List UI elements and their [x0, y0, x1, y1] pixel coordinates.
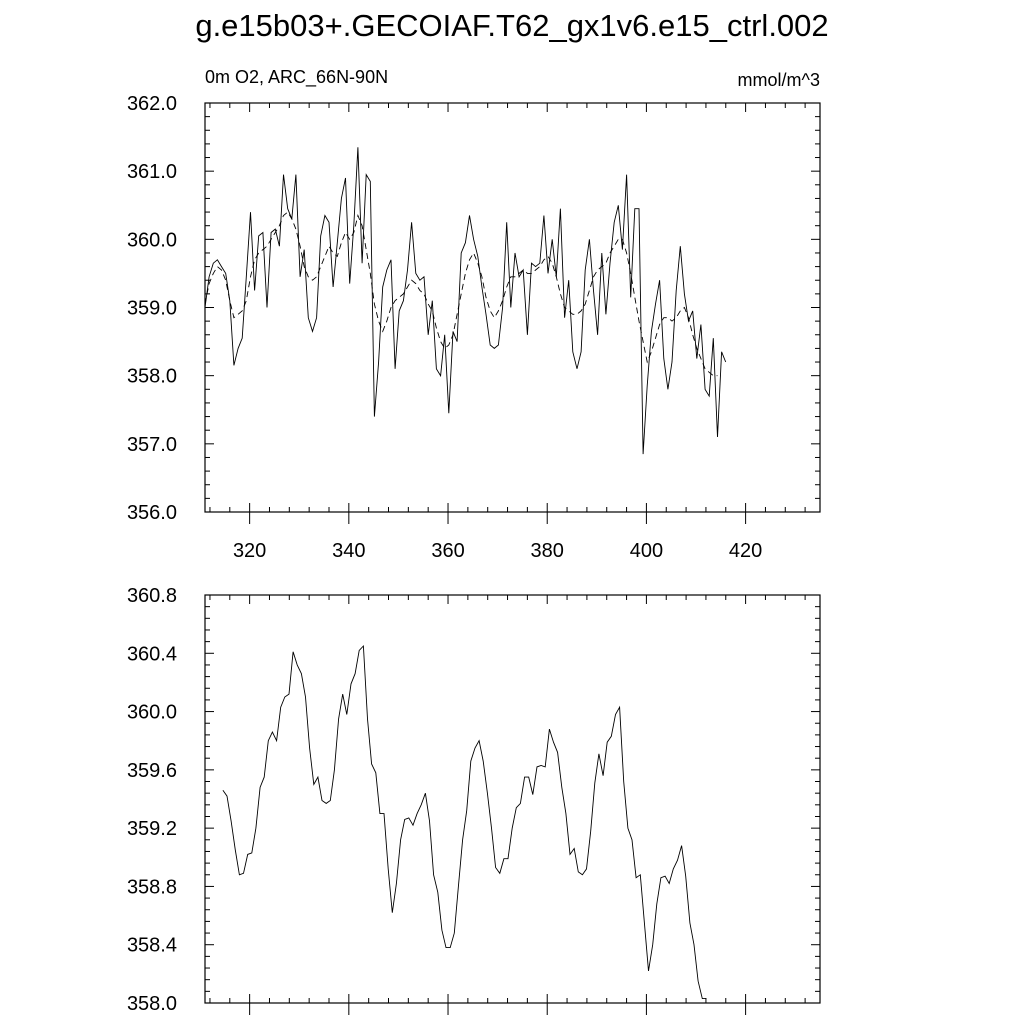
top-y-tick-label: 359.0 — [127, 298, 177, 320]
bottom-y-tick-label: 360.8 — [127, 585, 177, 607]
units-label: mmol/m^3 — [737, 70, 820, 90]
bottom-plot-frame — [204, 594, 821, 1004]
bottom-y-tick-label: 358.0 — [127, 993, 177, 1015]
top-y-tick-label: 357.0 — [127, 434, 177, 456]
top-y-tick-label: 362.0 — [127, 93, 177, 115]
bottom-y-tick-label: 359.2 — [127, 818, 177, 840]
bottom-y-tick-label: 359.6 — [127, 760, 177, 782]
chart-title: g.e15b03+.GECOIAF.T62_gx1v6.e15_ctrl.002 — [195, 8, 829, 43]
bottom-y-tick-label: 360.0 — [127, 702, 177, 724]
top-x-tick-label: 420 — [729, 540, 762, 562]
top-y-tick-label: 361.0 — [127, 161, 177, 183]
top-series-values-line — [204, 147, 727, 455]
top-x-tick-label: 320 — [233, 540, 266, 562]
top-x-tick-label: 380 — [531, 540, 564, 562]
bottom-panel: 358.0 358.4 358.8 359.2 359.6 360.0 360.4 360.8 — [127, 585, 821, 1015]
top-y-tick-label: 358.0 — [127, 366, 177, 388]
top-plot-frame — [204, 102, 821, 513]
top-series-running-mean-line — [204, 211, 718, 377]
bottom-y-tick-label: 358.4 — [127, 935, 177, 957]
top-y-tick-label: 360.0 — [127, 229, 177, 251]
top-x-tick-label: 400 — [630, 540, 663, 562]
top-y-tick-label: 356.0 — [127, 502, 177, 524]
bottom-y-tick-label: 360.4 — [127, 643, 177, 665]
top-x-tick-label: 360 — [431, 540, 464, 562]
variable-region-label: 0m O2, ARC_66N-90N — [205, 67, 389, 87]
bottom-y-tick-label: 358.8 — [127, 876, 177, 898]
bottom-series-values-line — [222, 644, 707, 1000]
top-x-tick-label: 340 — [332, 540, 365, 562]
top-panel: 356.0 357.0 358.0 359.0 360.0 361.0 362.0 320 34… — [127, 93, 821, 562]
